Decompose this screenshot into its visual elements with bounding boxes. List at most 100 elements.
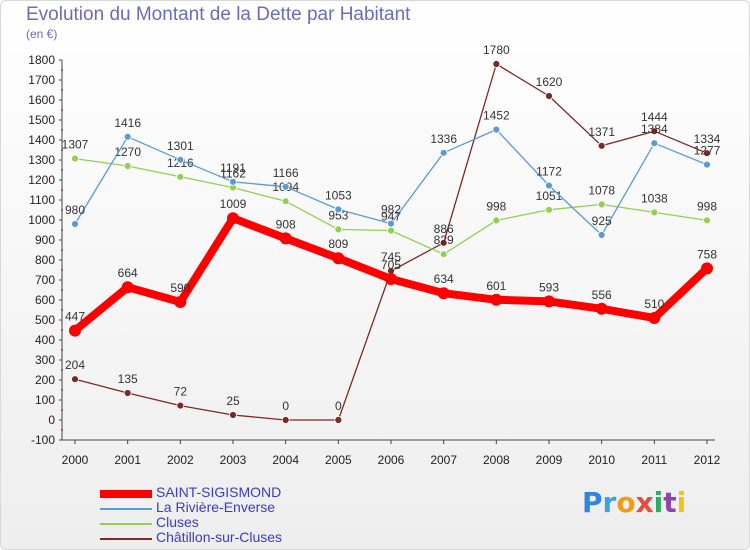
logo-letter: i [676, 486, 687, 519]
y-tick-label: 1500 [28, 113, 55, 127]
data-point [597, 141, 606, 150]
y-tick-label: 0 [48, 413, 55, 427]
data-label: 204 [65, 358, 85, 372]
data-point [439, 148, 448, 157]
data-point [492, 60, 501, 68]
data-label: 0 [335, 399, 342, 413]
logo-letter: P [582, 486, 603, 519]
x-tick-label: 2008 [483, 453, 510, 467]
legend-swatch [100, 490, 152, 498]
data-point [545, 92, 553, 100]
logo-letter: o [616, 486, 636, 519]
data-label: 1334 [694, 132, 721, 146]
x-tick-label: 2003 [220, 453, 247, 467]
data-point [281, 416, 290, 424]
data-point [334, 205, 343, 214]
data-label: 705 [381, 258, 401, 272]
data-label: 510 [644, 297, 664, 311]
data-point [597, 200, 606, 209]
x-tick-label: 2005 [325, 453, 352, 467]
y-tick-label: 1100 [29, 193, 55, 207]
data-point [332, 252, 345, 265]
data-point [492, 125, 501, 134]
data-point [437, 287, 450, 300]
logo-letter: r [602, 486, 617, 519]
x-tick-label: 2001 [114, 453, 141, 467]
data-label: 1301 [167, 139, 194, 153]
data-label: 1038 [641, 191, 668, 205]
y-tick-label: 900 [35, 233, 55, 247]
data-point [176, 401, 185, 410]
legend-label: La Rivière-Enverse [156, 499, 276, 515]
y-tick-label: 500 [35, 313, 55, 327]
x-tick-label: 2011 [641, 453, 667, 467]
data-point [176, 172, 185, 181]
data-point [123, 162, 132, 170]
data-label: 25 [226, 394, 240, 408]
legend-label: SAINT-SIGISMOND [156, 484, 282, 500]
data-point [334, 416, 343, 424]
y-tick-label: 100 [35, 393, 55, 407]
data-point [229, 411, 237, 419]
chart-unit-label: (en €) [26, 27, 58, 41]
x-tick-label: 2009 [536, 453, 563, 467]
data-label: 809 [328, 237, 348, 251]
data-point [385, 273, 397, 285]
x-tick-label: 2010 [588, 453, 615, 467]
data-label: 1307 [62, 138, 89, 152]
data-point [281, 197, 290, 206]
data-point [123, 389, 132, 397]
legend-swatch [100, 523, 152, 525]
data-point [174, 296, 187, 308]
data-label: 601 [486, 279, 506, 293]
data-point [703, 160, 711, 169]
data-point [71, 154, 79, 163]
y-tick-label: 400 [35, 333, 55, 347]
logo-letter: t [663, 486, 677, 519]
y-tick-label: 800 [35, 253, 55, 267]
data-label: 1191 [220, 161, 246, 175]
data-label: 1336 [430, 132, 457, 146]
data-label: 745 [381, 250, 401, 264]
x-tick-label: 2002 [167, 453, 194, 467]
y-tick-label: 1600 [28, 93, 55, 107]
data-label: 135 [118, 372, 138, 386]
data-point [334, 225, 343, 234]
data-label: 925 [592, 214, 612, 228]
y-tick-label: 1000 [28, 213, 55, 227]
y-tick-label: 1400 [28, 133, 55, 147]
data-point [650, 127, 659, 136]
data-point [387, 226, 395, 235]
data-point [595, 302, 608, 315]
x-tick-label: 2012 [694, 453, 721, 467]
legend-label: Cluses [156, 514, 199, 530]
data-label: 1172 [536, 165, 562, 179]
data-point [229, 177, 237, 186]
y-tick-label: 1300 [28, 153, 55, 167]
data-label: 0 [282, 399, 289, 413]
data-label: 1009 [220, 197, 247, 211]
data-label: 1384 [641, 122, 668, 136]
data-label: 447 [65, 310, 85, 324]
data-label: 1452 [483, 109, 510, 123]
data-point [543, 295, 555, 308]
data-point [279, 232, 292, 245]
data-label: 556 [592, 288, 612, 302]
data-label: 634 [434, 272, 454, 286]
data-label: 908 [276, 217, 296, 231]
data-point [439, 250, 448, 259]
data-point [123, 132, 132, 141]
data-label: 1277 [694, 144, 721, 158]
data-point [176, 155, 185, 164]
data-label: 593 [539, 280, 559, 294]
x-tick-label: 2000 [62, 453, 89, 467]
data-point [703, 149, 711, 158]
data-label: 72 [174, 385, 188, 399]
x-tick-label: 2007 [430, 453, 457, 467]
y-tick-label: 200 [35, 373, 55, 387]
data-label: 1051 [536, 189, 563, 203]
data-point [492, 216, 501, 225]
legend-swatch [100, 508, 152, 510]
data-label: 758 [697, 247, 717, 261]
data-label: 1166 [273, 166, 299, 180]
